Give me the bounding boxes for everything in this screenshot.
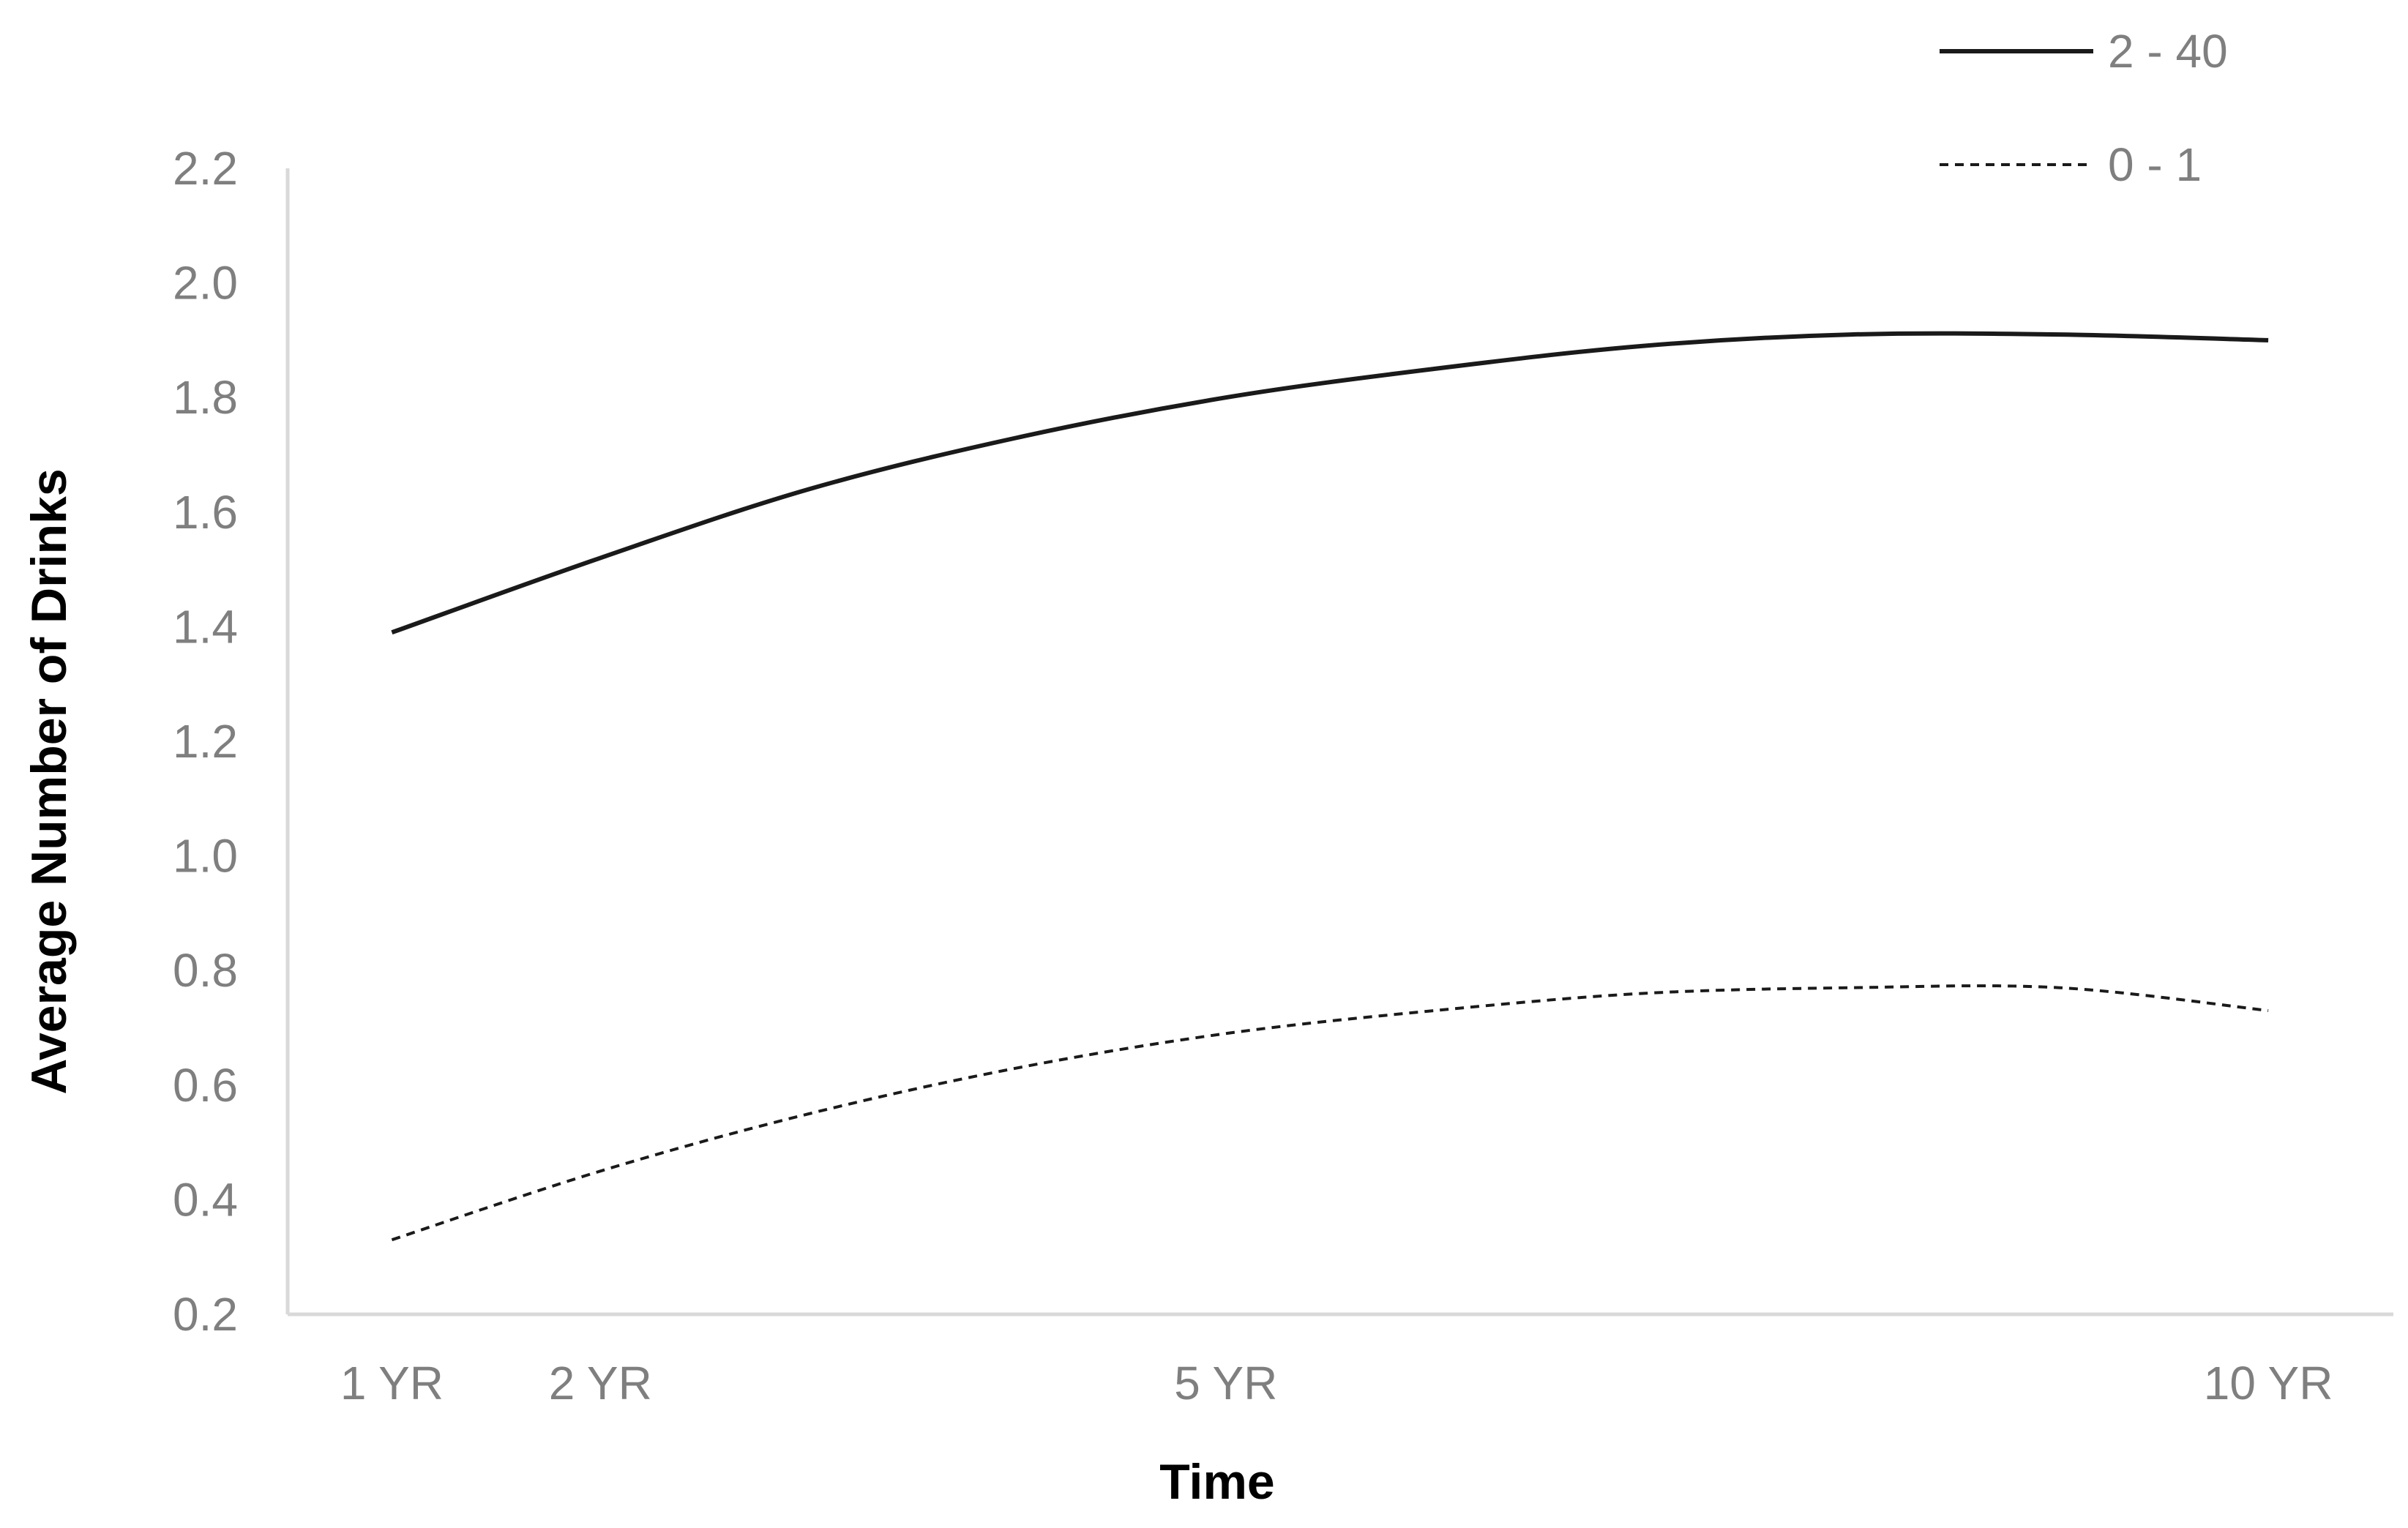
y-tick-label: 1.8 <box>173 371 238 424</box>
x-axis-title: Time <box>1159 1454 1274 1510</box>
y-tick-label: 0.6 <box>173 1059 238 1112</box>
y-tick-label: 1.0 <box>173 830 238 883</box>
y-tick-label: 2.2 <box>173 142 238 195</box>
y-tick-label: 1.4 <box>173 600 238 653</box>
y-axis-title: Average Number of Drinks <box>21 468 77 1094</box>
y-tick-labels: 0.2 0.4 0.6 0.8 1.0 1.2 1.4 1.6 1.8 2.0 2.2 <box>173 142 238 1341</box>
x-tick-label: 5 YR <box>1174 1357 1277 1409</box>
x-tick-labels: 1 YR 2 YR 5 YR 10 YR <box>340 1357 2333 1409</box>
y-tick-label: 0.4 <box>173 1173 238 1226</box>
legend: 2 - 40 0 - 1 <box>1940 25 2228 191</box>
x-tick-label: 2 YR <box>549 1357 652 1409</box>
x-tick-label: 1 YR <box>340 1357 444 1409</box>
y-tick-label: 0.8 <box>173 944 238 997</box>
legend-label-0: 2 - 40 <box>2108 25 2228 78</box>
series-line-1 <box>391 984 2269 1242</box>
series-lines <box>391 331 2269 1242</box>
y-tick-label: 1.2 <box>173 715 238 768</box>
series-line-0 <box>391 331 2269 635</box>
y-tick-label: 0.2 <box>173 1288 238 1341</box>
y-tick-label: 2.0 <box>173 257 238 310</box>
plot-axes <box>285 168 2393 1317</box>
y-tick-label: 1.6 <box>173 486 238 539</box>
x-tick-label: 10 YR <box>2204 1357 2333 1409</box>
legend-label-1: 0 - 1 <box>2108 138 2202 191</box>
